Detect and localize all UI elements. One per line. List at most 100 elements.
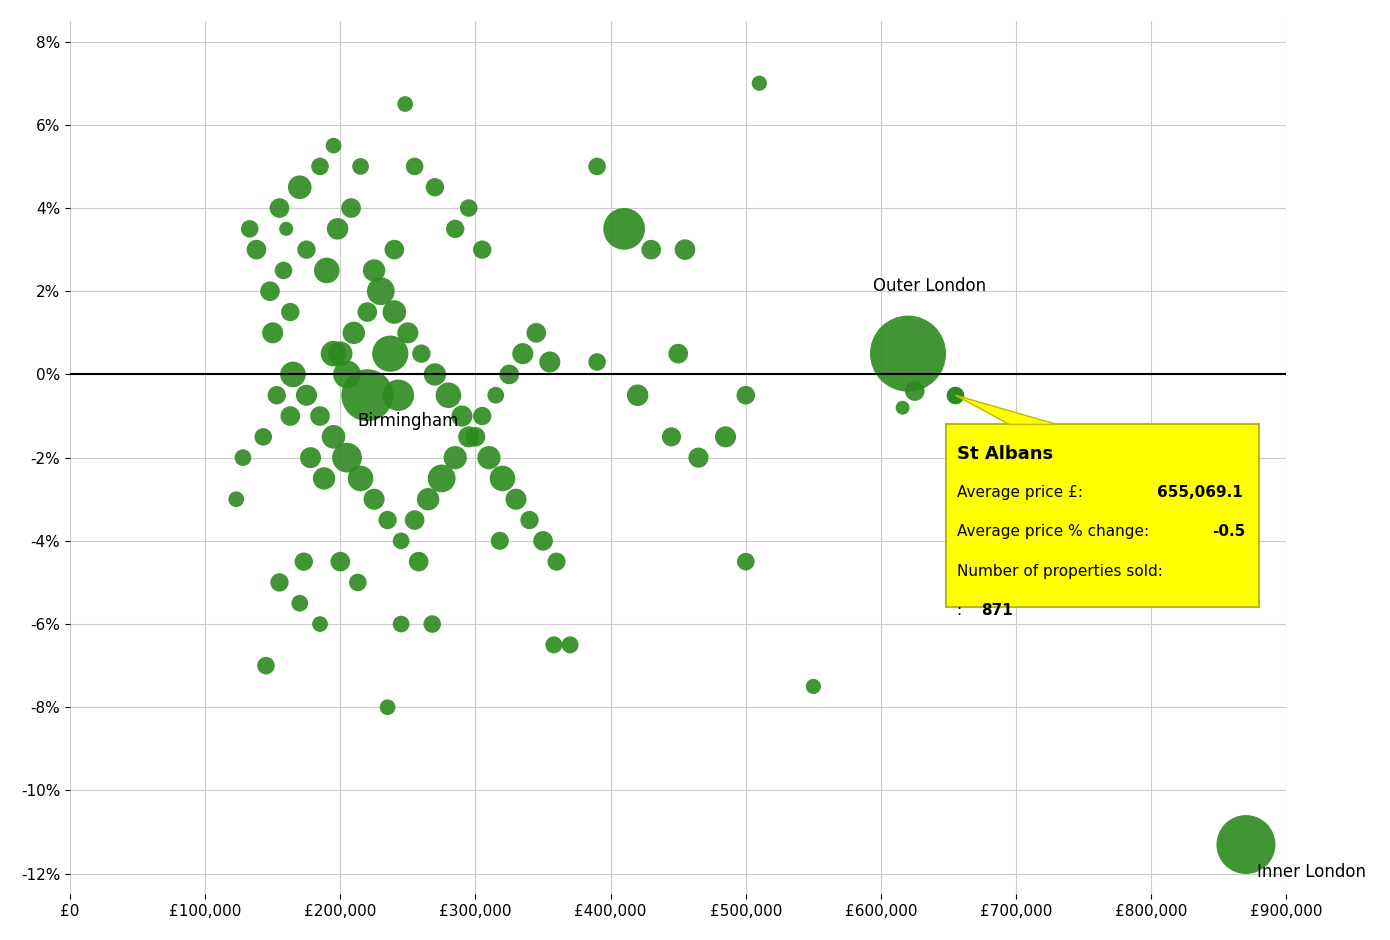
Point [322,346,345,361]
Text: Average price £:: Average price £: [956,485,1087,500]
Point [688,450,710,465]
Point [336,367,359,382]
Point [232,450,254,465]
Point [431,471,453,486]
Point [396,325,418,340]
Text: St Albans: St Albans [956,446,1052,463]
Point [391,533,413,548]
Point [388,387,410,402]
Point [322,430,345,445]
Point [327,221,349,236]
Point [356,305,378,320]
Point [275,221,297,236]
FancyBboxPatch shape [945,424,1259,607]
Point [904,384,926,399]
Polygon shape [955,395,1056,424]
Point [421,617,443,632]
Point [346,575,368,590]
Point [457,430,480,445]
Point [505,492,527,507]
Point [309,409,331,424]
Point [714,430,737,445]
Point [403,512,425,527]
Point [246,243,268,258]
Point [377,512,399,527]
Point [272,263,295,278]
Point [356,387,378,402]
Point [410,346,432,361]
Point [660,430,682,445]
Point [438,387,460,402]
Text: 655,069.1: 655,069.1 [1156,485,1243,500]
Point [268,200,291,215]
Point [403,159,425,174]
Point [532,533,555,548]
Point [336,450,359,465]
Point [450,409,473,424]
Point [252,430,274,445]
Point [457,200,480,215]
Point [489,533,512,548]
Point [393,97,416,112]
Point [735,387,758,402]
Point [309,159,331,174]
Point [443,221,466,236]
Point [518,512,541,527]
Point [341,200,363,215]
Point [485,387,507,402]
Point [498,367,520,382]
Point [279,409,302,424]
Point [379,346,402,361]
Point [667,346,689,361]
Point [343,325,366,340]
Point [464,430,486,445]
Point [349,471,371,486]
Point [322,138,345,153]
Point [349,159,371,174]
Point [417,492,439,507]
Text: 871: 871 [981,603,1013,619]
Point [897,346,919,361]
Point [254,658,277,673]
Point [639,243,662,258]
Point [239,221,261,236]
Point [282,367,304,382]
Text: Average price % change:: Average price % change: [956,525,1154,540]
Point [748,76,770,91]
Point [225,492,247,507]
Point [587,354,609,369]
Point [363,263,385,278]
Point [613,221,635,236]
Point [525,325,548,340]
Point [1234,837,1257,852]
Point [512,346,534,361]
Point [424,367,446,382]
Point [289,596,311,611]
Point [627,387,649,402]
Point [293,554,316,569]
Point [542,637,564,652]
Point [545,554,567,569]
Point [539,354,562,369]
Point [443,450,466,465]
Point [370,284,392,299]
Point [309,617,331,632]
Point [391,617,413,632]
Point [674,243,696,258]
Point [407,554,430,569]
Text: :: : [956,603,966,619]
Point [944,387,966,402]
Point [478,450,500,465]
Point [363,492,385,507]
Point [587,159,609,174]
Point [802,679,824,694]
Point [891,400,913,415]
Point [261,325,284,340]
Point [329,346,352,361]
Point [259,284,281,299]
Point [471,409,493,424]
Point [279,305,302,320]
Point [384,243,406,258]
Point [377,699,399,714]
Point [384,305,406,320]
